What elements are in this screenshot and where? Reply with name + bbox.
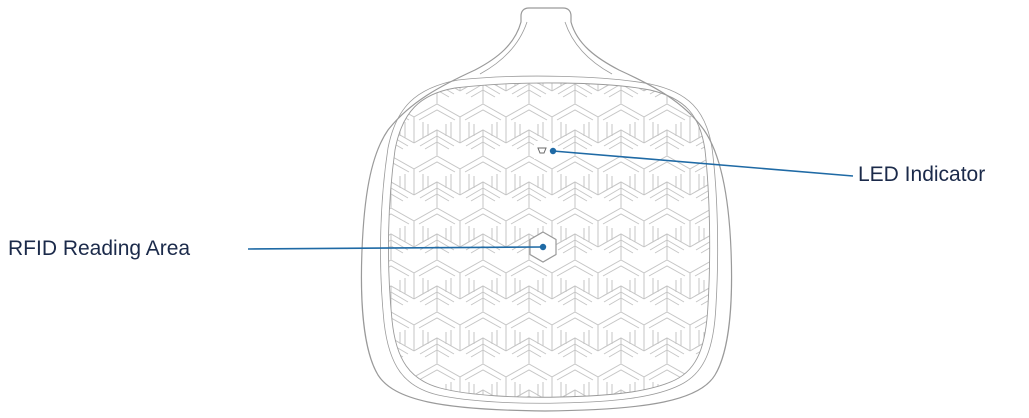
led-indicator-label: LED Indicator [858, 163, 986, 186]
led-indicator [534, 141, 552, 159]
device-neck-line [479, 21, 528, 75]
led-callout-line [552, 150, 854, 177]
device-neck-line [564, 21, 613, 75]
textured-pad-edge [388, 82, 711, 398]
rfid-reading-area-label: RFID Reading Area [8, 237, 191, 260]
device-inner-outline [380, 75, 719, 404]
rfid-callout-line [247, 246, 544, 250]
rfid-callout-dot [539, 243, 547, 251]
led-callout-dot [549, 147, 557, 155]
